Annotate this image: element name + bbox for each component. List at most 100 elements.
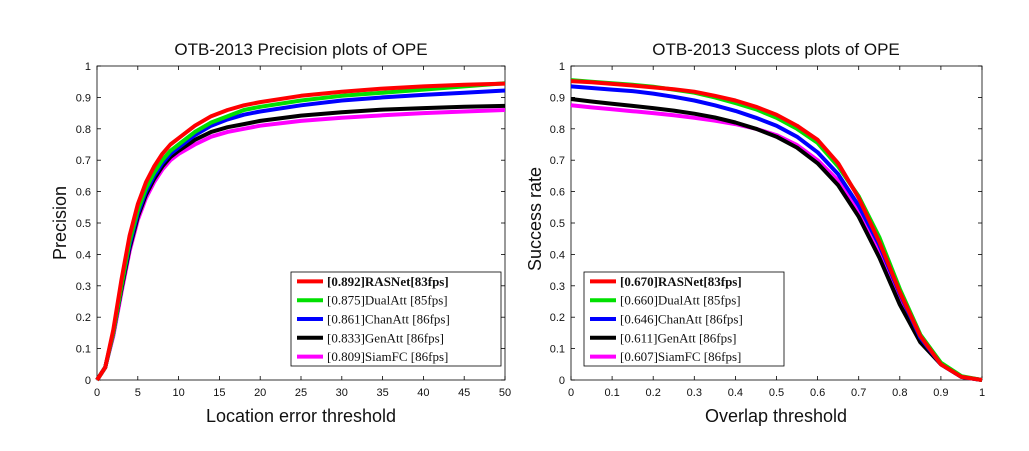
precision-xtick-label: 15 <box>213 387 225 399</box>
success-xtick-label: 0.2 <box>646 387 661 399</box>
legend-fps: [85fps] <box>703 293 741 308</box>
precision-legend-entry-siamfc: [0.809]SiamFC [86fps] <box>327 349 448 364</box>
legend-tracker-name: ChanAtt <box>658 312 705 327</box>
legend-fps: [86fps] <box>705 312 743 327</box>
success-ytick-label: 0.4 <box>550 249 565 261</box>
precision-legend: [0.892]RASNet[83fps] [0.875]DualAtt [85fp… <box>290 271 502 367</box>
legend-tracker-name: SiamFC <box>658 349 704 364</box>
legend-score: [0.607] <box>620 349 658 364</box>
legend-tracker-name: DualAtt <box>365 293 410 308</box>
success-legend-entry-siamfc: [0.607]SiamFC [86fps] <box>620 349 741 364</box>
precision-series-line-rasnet <box>95 81 506 382</box>
legend-score: [0.875] <box>327 293 365 308</box>
precision-legend-entry-chanatt: [0.861]ChanAtt [86fps] <box>327 312 450 327</box>
legend-score: [0.670] <box>620 274 658 289</box>
precision-xtick-label: 25 <box>295 387 307 399</box>
legend-fps: [85fps] <box>410 293 448 308</box>
precision-ytick-label: 0.2 <box>76 312 91 324</box>
success-plot: OTB-2013 Success plots of OPE Overlap th… <box>525 40 900 426</box>
legend-score: [0.833] <box>327 330 365 345</box>
success-ytick-label: 0.1 <box>550 344 565 356</box>
success-series-line-rasnet <box>570 79 983 382</box>
success-legend-entry-rasnet: [0.670]RASNet[83fps] <box>620 274 742 289</box>
success-ytick-label: 0.5 <box>550 218 565 230</box>
precision-plot-title: OTB-2013 Precision plots of OPE <box>174 40 427 59</box>
legend-tracker-name: SiamFC <box>365 349 411 364</box>
precision-ytick-label: 0.6 <box>76 187 91 199</box>
success-ytick-label: 0 <box>559 375 565 387</box>
precision-ytick-label: 0.8 <box>76 124 91 136</box>
precision-xaxis-label: Location error threshold <box>206 406 396 426</box>
success-xtick-label: 0 <box>568 387 574 399</box>
success-legend: [0.670]RASNet[83fps] [0.660]DualAtt [85fp… <box>583 271 785 367</box>
success-xtick-label: 0.7 <box>851 387 866 399</box>
legend-fps: [83fps] <box>703 274 741 289</box>
success-xtick-label: 0.4 <box>728 387 743 399</box>
precision-xtick-label: 30 <box>336 387 348 399</box>
success-ytick-label: 0.7 <box>550 155 565 167</box>
success-plot-title: OTB-2013 Success plots of OPE <box>652 40 900 59</box>
success-ytick-label: 0.2 <box>550 312 565 324</box>
legend-fps: [86fps] <box>699 330 737 345</box>
success-xaxis-label: Overlap threshold <box>705 406 847 426</box>
success-xtick-label: 0.8 <box>892 387 907 399</box>
success-ytick-label: 0.8 <box>550 124 565 136</box>
legend-fps: [86fps] <box>411 349 449 364</box>
success-series-line-genatt <box>570 97 983 382</box>
success-legend-entry-genatt: [0.611]GenAtt [86fps] <box>620 330 737 345</box>
legend-score: [0.809] <box>327 349 365 364</box>
precision-legend-entry-genatt: [0.833]GenAtt [86fps] <box>327 330 444 345</box>
success-xtick-label: 0.1 <box>604 387 619 399</box>
success-legend-box <box>583 271 785 367</box>
legend-score: [0.646] <box>620 312 658 327</box>
precision-plot: OTB-2013 Precision plots of OPE Location… <box>50 40 428 426</box>
success-ytick-label: 0.6 <box>550 187 565 199</box>
precision-ytick-label: 0.9 <box>76 92 91 104</box>
legend-fps: [86fps] <box>412 312 450 327</box>
legend-tracker-name: RASNet <box>658 274 704 289</box>
success-xtick-label: 0.5 <box>769 387 784 399</box>
legend-fps: [86fps] <box>704 349 742 364</box>
precision-legend-entry-rasnet: [0.892]RASNet[83fps] <box>327 274 449 289</box>
success-yaxis-label: Success rate <box>525 167 545 271</box>
precision-legend-entry-dualatt: [0.875]DualAtt [85fps] <box>327 293 448 308</box>
success-legend-entry-dualatt: [0.660]DualAtt [85fps] <box>620 293 741 308</box>
success-ytick-label: 0.9 <box>550 92 565 104</box>
precision-xtick-label: 10 <box>172 387 184 399</box>
legend-fps: [83fps] <box>410 274 448 289</box>
success-xtick-label: 0.9 <box>933 387 948 399</box>
precision-ytick-label: 0.7 <box>76 155 91 167</box>
legend-fps: [86fps] <box>406 330 444 345</box>
precision-ytick-label: 0.5 <box>76 218 91 230</box>
legend-tracker-name: GenAtt <box>365 330 407 345</box>
success-xtick-label: 1 <box>979 387 985 399</box>
legend-score: [0.861] <box>327 312 365 327</box>
success-legend-entry-chanatt: [0.646]ChanAtt [86fps] <box>620 312 743 327</box>
precision-xtick-label: 5 <box>135 387 141 399</box>
precision-ytick-label: 0.1 <box>76 344 91 356</box>
legend-score: [0.611] <box>620 330 657 345</box>
precision-xtick-label: 40 <box>417 387 429 399</box>
legend-tracker-name: DualAtt <box>658 293 703 308</box>
precision-xtick-label: 35 <box>376 387 388 399</box>
legend-tracker-name: GenAtt <box>657 330 699 345</box>
success-ytick-label: 1 <box>559 61 565 73</box>
precision-xtick-label: 45 <box>458 387 470 399</box>
precision-legend-box <box>290 271 502 367</box>
precision-yaxis-label: Precision <box>50 186 70 260</box>
legend-tracker-name: RASNet <box>365 274 411 289</box>
success-xtick-label: 0.6 <box>810 387 825 399</box>
precision-xtick-label: 50 <box>499 387 511 399</box>
success-xtick-label: 0.3 <box>687 387 702 399</box>
legend-tracker-name: ChanAtt <box>365 312 412 327</box>
precision-xtick-label: 0 <box>94 387 100 399</box>
precision-plot-area: 0 5 10 15 20 25 30 35 40 45 50 0 0.1 0.2 0.3 0.4 0.5 0.6 0… <box>76 61 511 399</box>
precision-ytick-label: 0 <box>85 375 91 387</box>
legend-score: [0.892] <box>327 274 365 289</box>
legend-score: [0.660] <box>620 293 658 308</box>
precision-ytick-label: 1 <box>85 61 91 73</box>
success-plot-area: 0 0.1 0.2 0.3 0.4 0.5 0.6 0.7 0.8 0.9 1 0 0.1 0.2 0.3 0… <box>550 61 985 399</box>
precision-ytick-label: 0.3 <box>76 281 91 293</box>
